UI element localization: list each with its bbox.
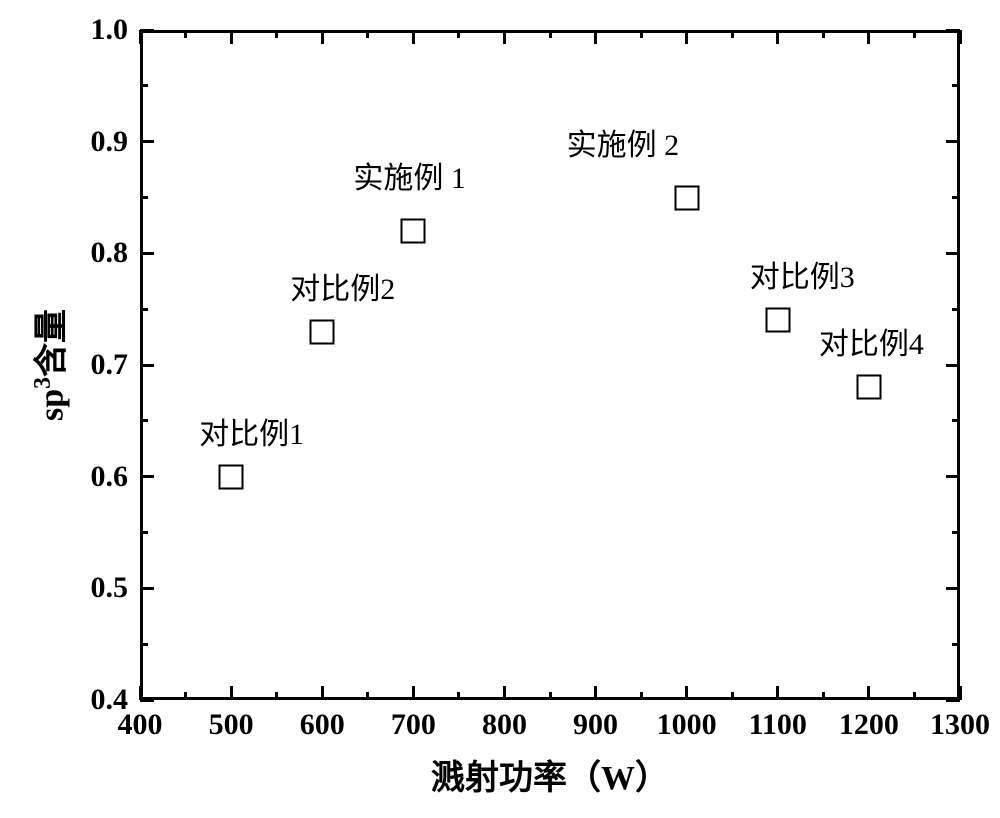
x-tick	[503, 30, 506, 44]
x-tick	[275, 692, 278, 700]
x-tick-label: 1000	[657, 708, 717, 742]
x-tick	[549, 692, 552, 700]
x-tick	[457, 692, 460, 700]
y-tick-label: 0.6	[91, 460, 129, 494]
y-tick	[140, 308, 148, 311]
y-tick	[140, 140, 154, 143]
x-tick	[822, 692, 825, 700]
plot-area	[140, 30, 960, 700]
x-tick	[685, 686, 688, 700]
x-tick-label: 1300	[930, 708, 990, 742]
y-tick	[952, 196, 960, 199]
x-tick-label: 700	[391, 708, 436, 742]
x-tick	[412, 686, 415, 700]
x-tick-label: 600	[300, 708, 345, 742]
data-point-label: 实施例 1	[353, 153, 466, 197]
x-tick	[230, 686, 233, 700]
x-tick	[867, 30, 870, 44]
x-tick	[731, 30, 734, 38]
y-tick	[946, 587, 960, 590]
y-tick	[140, 531, 148, 534]
y-tick-label: 0.9	[91, 125, 129, 159]
x-tick	[230, 30, 233, 44]
x-tick	[549, 30, 552, 38]
x-tick	[594, 30, 597, 44]
y-tick-label: 0.5	[91, 571, 129, 605]
x-tick	[913, 30, 916, 38]
y-tick	[140, 475, 154, 478]
x-tick	[321, 30, 324, 44]
x-tick	[321, 686, 324, 700]
x-tick	[640, 30, 643, 38]
y-tick	[952, 84, 960, 87]
x-tick	[275, 30, 278, 38]
x-axis-title: 溅射功率（W）	[431, 750, 669, 799]
x-tick	[776, 686, 779, 700]
y-tick	[946, 475, 960, 478]
y-tick	[952, 419, 960, 422]
y-tick	[140, 643, 148, 646]
data-point	[310, 319, 335, 344]
x-tick	[776, 30, 779, 44]
y-tick	[140, 699, 154, 702]
data-point-label: 对比例4	[819, 319, 924, 363]
data-point	[674, 185, 699, 210]
y-tick	[140, 29, 154, 32]
x-tick	[867, 686, 870, 700]
x-tick-label: 1100	[749, 708, 807, 742]
x-tick	[822, 30, 825, 38]
data-point-label: 对比例1	[199, 409, 304, 453]
x-tick	[640, 692, 643, 700]
x-tick	[184, 692, 187, 700]
x-tick	[412, 30, 415, 44]
y-tick	[946, 29, 960, 32]
y-tick-label: 0.7	[91, 348, 129, 382]
y-tick	[140, 364, 154, 367]
y-tick	[952, 308, 960, 311]
y-tick-label: 1.0	[91, 13, 129, 47]
x-tick	[685, 30, 688, 44]
x-tick-label: 500	[209, 708, 254, 742]
data-point	[219, 464, 244, 489]
y-tick	[952, 531, 960, 534]
y-axis-title: sp3含量	[24, 309, 73, 421]
y-tick	[140, 196, 148, 199]
x-tick-label: 1200	[839, 708, 899, 742]
x-tick	[731, 692, 734, 700]
y-tick	[946, 252, 960, 255]
x-tick	[184, 30, 187, 38]
data-point	[765, 308, 790, 333]
y-tick	[946, 364, 960, 367]
scatter-chart: 溅射功率（W） sp3含量 40050060070080090010001100…	[0, 0, 1000, 818]
y-tick	[946, 699, 960, 702]
y-tick	[946, 140, 960, 143]
y-tick-label: 0.8	[91, 236, 129, 270]
data-point	[856, 375, 881, 400]
x-tick-label: 800	[482, 708, 527, 742]
y-tick	[952, 643, 960, 646]
x-tick	[913, 692, 916, 700]
y-tick	[140, 419, 148, 422]
y-tick	[140, 84, 148, 87]
y-tick	[140, 587, 154, 590]
data-point-label: 对比例2	[290, 264, 395, 308]
y-tick-label: 0.4	[91, 683, 129, 717]
y-tick	[140, 252, 154, 255]
x-tick	[594, 686, 597, 700]
data-point	[401, 219, 426, 244]
x-tick-label: 900	[573, 708, 618, 742]
x-tick	[457, 30, 460, 38]
x-tick	[366, 30, 369, 38]
x-tick	[366, 692, 369, 700]
data-point-label: 对比例3	[750, 252, 855, 296]
x-tick	[139, 30, 142, 44]
x-tick	[503, 686, 506, 700]
x-tick	[959, 30, 962, 44]
data-point-label: 实施例 2	[567, 120, 680, 164]
